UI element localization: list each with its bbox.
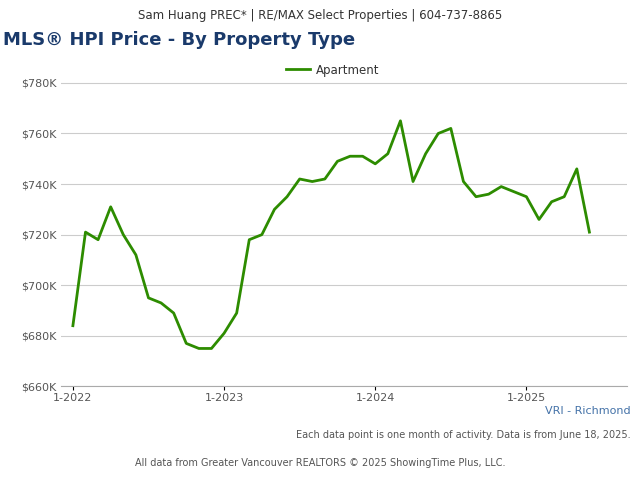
Text: All data from Greater Vancouver REALTORS © 2025 ShowingTime Plus, LLC.: All data from Greater Vancouver REALTORS…	[135, 458, 505, 468]
Text: VRI - Richmond: VRI - Richmond	[545, 406, 630, 416]
Text: Each data point is one month of activity. Data is from June 18, 2025.: Each data point is one month of activity…	[296, 430, 630, 440]
Text: MLS® HPI Price - By Property Type: MLS® HPI Price - By Property Type	[3, 31, 355, 49]
Legend: Apartment: Apartment	[286, 63, 379, 76]
Text: Sam Huang PREC* | RE/MAX Select Properties | 604-737-8865: Sam Huang PREC* | RE/MAX Select Properti…	[138, 9, 502, 22]
